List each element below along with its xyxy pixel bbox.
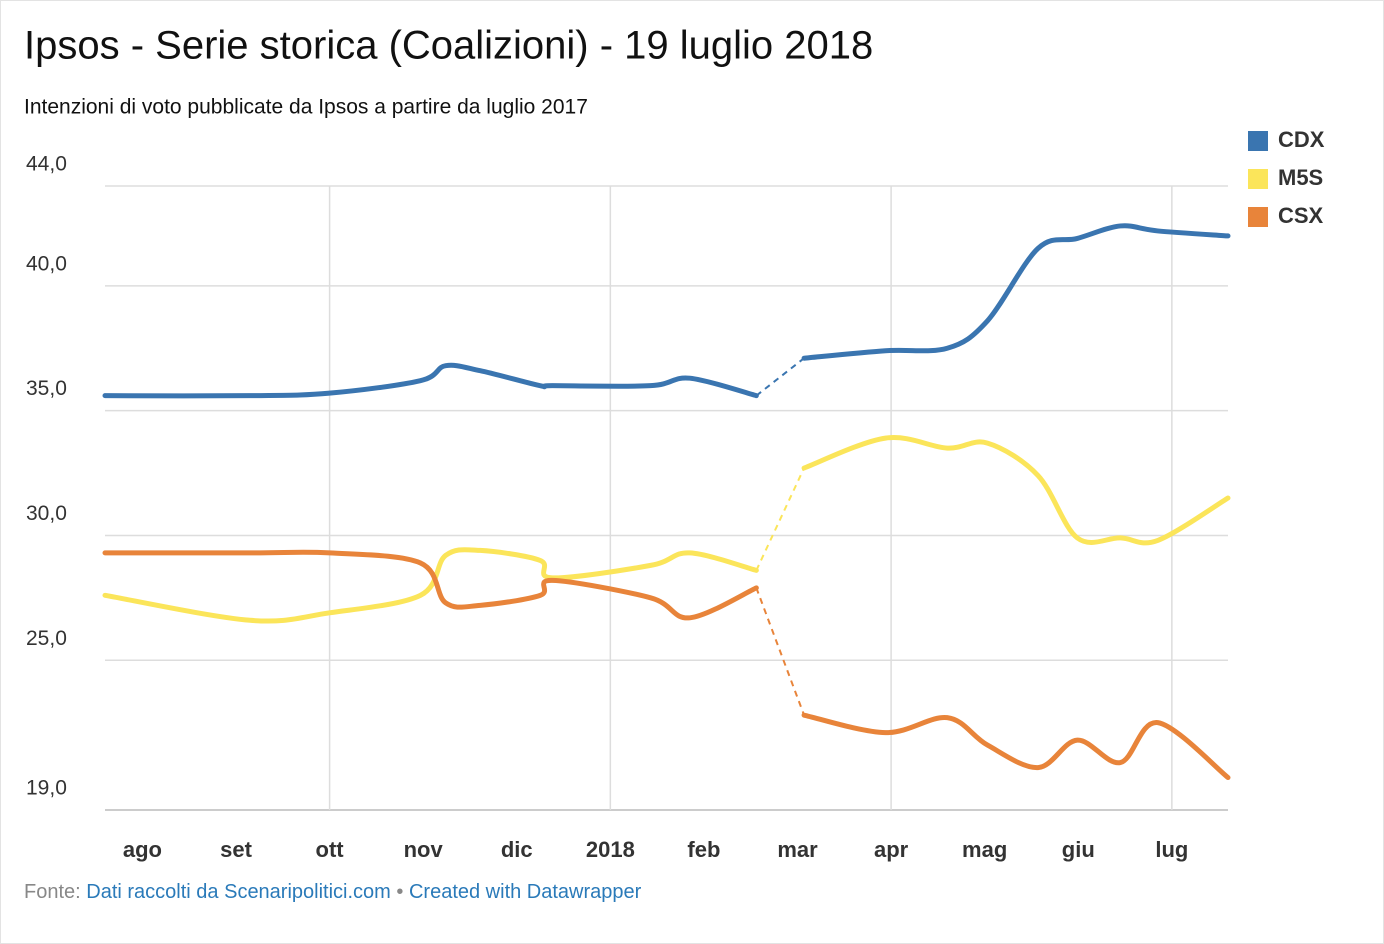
chart-subtitle: Intenzioni di voto pubblicate da Ipsos a… <box>24 96 588 119</box>
separator: • <box>396 881 403 903</box>
x-tick-label: set <box>220 837 252 862</box>
gap-connector <box>755 467 805 571</box>
x-tick-label: giu <box>1062 837 1095 862</box>
x-tick-label: 2018 <box>586 837 635 862</box>
legend-swatch <box>1248 131 1268 151</box>
x-tick-label: feb <box>687 837 720 862</box>
source-label: Fonte: <box>24 881 81 903</box>
series-line <box>102 549 1231 781</box>
y-tick-label: 44,0 <box>26 153 67 176</box>
x-tick-label: mag <box>962 837 1007 862</box>
legend-label: CSX <box>1278 203 1324 228</box>
legend-label: CDX <box>1278 127 1325 152</box>
series-line <box>102 435 1231 624</box>
x-tick-label: dic <box>501 837 533 862</box>
gap-connector <box>755 587 806 716</box>
x-tick-label: nov <box>404 837 444 862</box>
y-tick-label: 25,0 <box>26 627 67 650</box>
chart-title: Ipsos - Serie storica (Coalizioni) - 19 … <box>24 24 873 68</box>
y-tick-label: 19,0 <box>26 777 67 800</box>
x-tick-label: lug <box>1155 837 1188 862</box>
source-link[interactable]: Dati raccolti da Scenaripolitici.com <box>86 881 391 903</box>
x-tick-label: ago <box>123 837 162 862</box>
x-tick-label: mar <box>777 837 818 862</box>
y-tick-label: 40,0 <box>26 252 67 275</box>
y-tick-label: 30,0 <box>26 502 67 525</box>
legend-swatch <box>1248 207 1268 227</box>
credit-link[interactable]: Created with Datawrapper <box>409 881 642 903</box>
x-tick-label: ott <box>316 837 345 862</box>
legend-label: M5S <box>1278 165 1323 190</box>
y-tick-label: 35,0 <box>26 377 67 400</box>
x-tick-label: apr <box>874 837 909 862</box>
legend-swatch <box>1248 169 1268 189</box>
footer: Fonte: Dati raccolti da Scenaripolitici.… <box>24 881 642 903</box>
series-line <box>102 223 1231 399</box>
